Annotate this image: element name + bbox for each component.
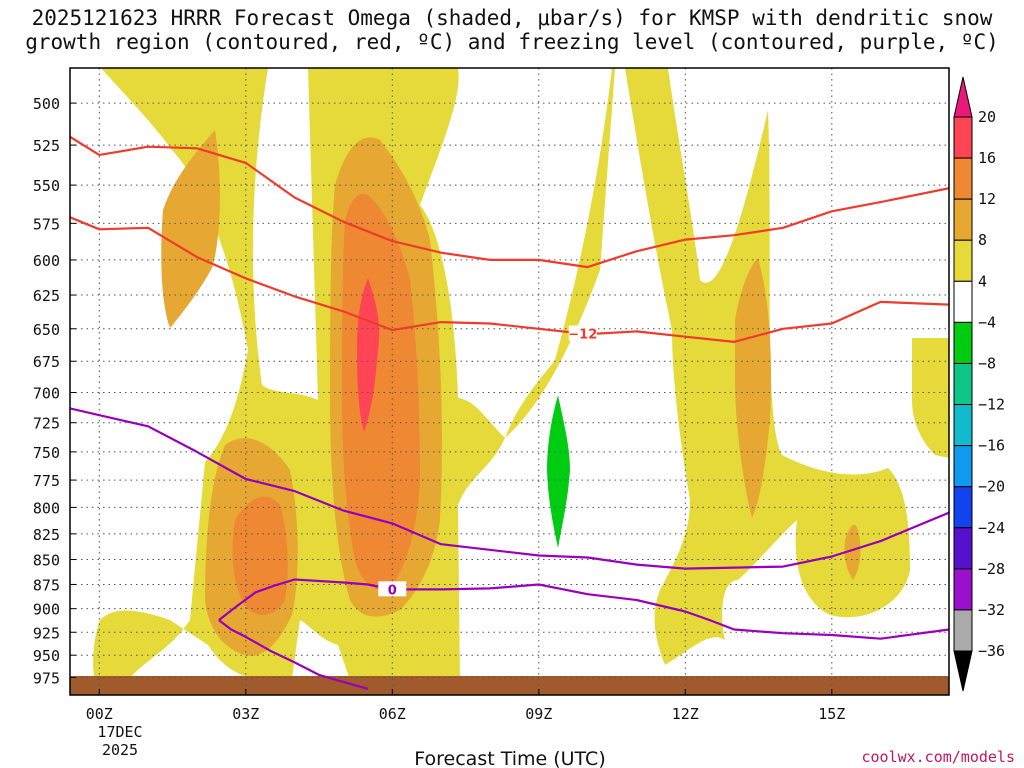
- omega-band-8-12: [161, 130, 220, 328]
- colorbar-label: 8: [978, 231, 987, 249]
- date-line-1: 17DEC: [97, 723, 142, 741]
- y-tick-label: 550: [33, 177, 60, 195]
- site-credit: coolwx.com/models: [861, 748, 1015, 766]
- colorbar-label: −12: [978, 396, 1005, 414]
- colorbar-segment: [953, 239, 973, 282]
- colorbar-segment: [953, 280, 973, 323]
- colorbar-label: 12: [978, 190, 996, 208]
- omega-colorbar: 20 16 12 8 4 −4 −8 −12 −16 −20 −24 −28 −32 −36: [953, 76, 1005, 692]
- colorbar-segment: [953, 157, 973, 200]
- y-tick-label: 750: [33, 444, 60, 462]
- x-axis: 00Z 03Z 06Z 09Z 12Z 15Z: [86, 689, 845, 723]
- colorbar-label: −32: [978, 601, 1005, 619]
- y-tick-label: 600: [33, 252, 60, 270]
- contour-label-bg: [568, 325, 597, 341]
- grid-lines: [70, 68, 949, 695]
- date-line-2: 2025: [102, 741, 138, 759]
- x-tick-label: 03Z: [232, 705, 259, 723]
- colorbar-segment: [953, 321, 973, 364]
- colorbar-label: −4: [978, 313, 996, 331]
- y-tick-label: 675: [33, 353, 60, 371]
- colorbar-bottom-arrow: [953, 650, 973, 692]
- colorbar-label: −20: [978, 478, 1005, 496]
- colorbar-segment: [953, 486, 973, 529]
- omega-band-4-8-east: [912, 338, 949, 458]
- x-tick-label: 09Z: [525, 705, 552, 723]
- contour-line: [70, 135, 949, 269]
- colorbar-label: −36: [978, 642, 1005, 660]
- y-tick-label: 725: [33, 415, 60, 433]
- y-tick-label: 650: [33, 321, 60, 339]
- y-tick-label: 700: [33, 385, 60, 403]
- colorbar-label: 16: [978, 149, 996, 167]
- contour-line: [218, 578, 949, 640]
- colorbar-label: −8: [978, 354, 996, 372]
- colorbar-segment: [953, 404, 973, 447]
- x-tick-label: 12Z: [672, 705, 699, 723]
- colorbar-segment: [953, 527, 973, 570]
- omega-band-16-20: [357, 278, 380, 432]
- contour-label-bg: [378, 581, 407, 597]
- y-tick-label: 625: [33, 287, 60, 305]
- y-tick-label: 900: [33, 601, 60, 619]
- colorbar-top-arrow: [953, 76, 973, 118]
- y-tick-label: 850: [33, 552, 60, 570]
- colorbar-label: −28: [978, 560, 1005, 578]
- omega-band-8-12-d: [735, 258, 772, 518]
- colorbar-label: −24: [978, 519, 1005, 537]
- omega-band-12-16: [342, 193, 420, 591]
- omega-band-neg4-8: [547, 395, 570, 548]
- colorbar-segment: [953, 116, 973, 159]
- colorbar-label: −16: [978, 437, 1005, 455]
- omega-band-4-8: [93, 68, 910, 680]
- contour-line: [70, 216, 949, 343]
- y-tick-label: 525: [33, 137, 60, 155]
- temperature-contours: −12 0: [70, 135, 949, 690]
- y-axis: 500 525 550 575 600 625 650 675 700 725 750 775 800 8…: [33, 95, 76, 688]
- y-tick-label: 875: [33, 576, 60, 594]
- terrain-surface-edge: [70, 676, 949, 695]
- y-tick-label: 925: [33, 624, 60, 642]
- colorbar-segment: [953, 198, 973, 241]
- colorbar-segment: [953, 362, 973, 406]
- colorbar-segment: [953, 609, 973, 652]
- y-tick-label: 825: [33, 526, 60, 544]
- x-tick-label: 00Z: [86, 705, 113, 723]
- y-tick-label: 775: [33, 472, 60, 490]
- colorbar-label: 4: [978, 272, 987, 290]
- x-tick-label: 06Z: [379, 705, 406, 723]
- omega-band-8-12-e: [844, 524, 861, 580]
- contour-line: [70, 407, 949, 570]
- y-tick-label: 575: [33, 215, 60, 233]
- y-tick-label: 950: [33, 647, 60, 665]
- y-tick-label: 800: [33, 499, 60, 517]
- x-tick-label: 15Z: [818, 705, 845, 723]
- y-tick-label: 975: [33, 670, 60, 688]
- title-line-2: growth region (contoured, red, ºC) and f…: [25, 30, 999, 54]
- title-line-1: 2025121623 HRRR Forecast Omega (shaded, …: [31, 6, 993, 30]
- colorbar-label: 20: [978, 108, 996, 126]
- y-tick-label: 500: [33, 95, 60, 113]
- colorbar-segment: [953, 568, 973, 611]
- x-axis-label: Forecast Time (UTC): [414, 748, 605, 768]
- chart-title: 2025121623 HRRR Forecast Omega (shaded, …: [0, 6, 1024, 54]
- colorbar-segment: [953, 445, 973, 488]
- omega-shading: [70, 68, 949, 695]
- contour-label: −12: [568, 328, 597, 343]
- contour-label: 0: [388, 583, 397, 598]
- contour-line: [218, 619, 369, 690]
- plot-frame: [69, 67, 950, 696]
